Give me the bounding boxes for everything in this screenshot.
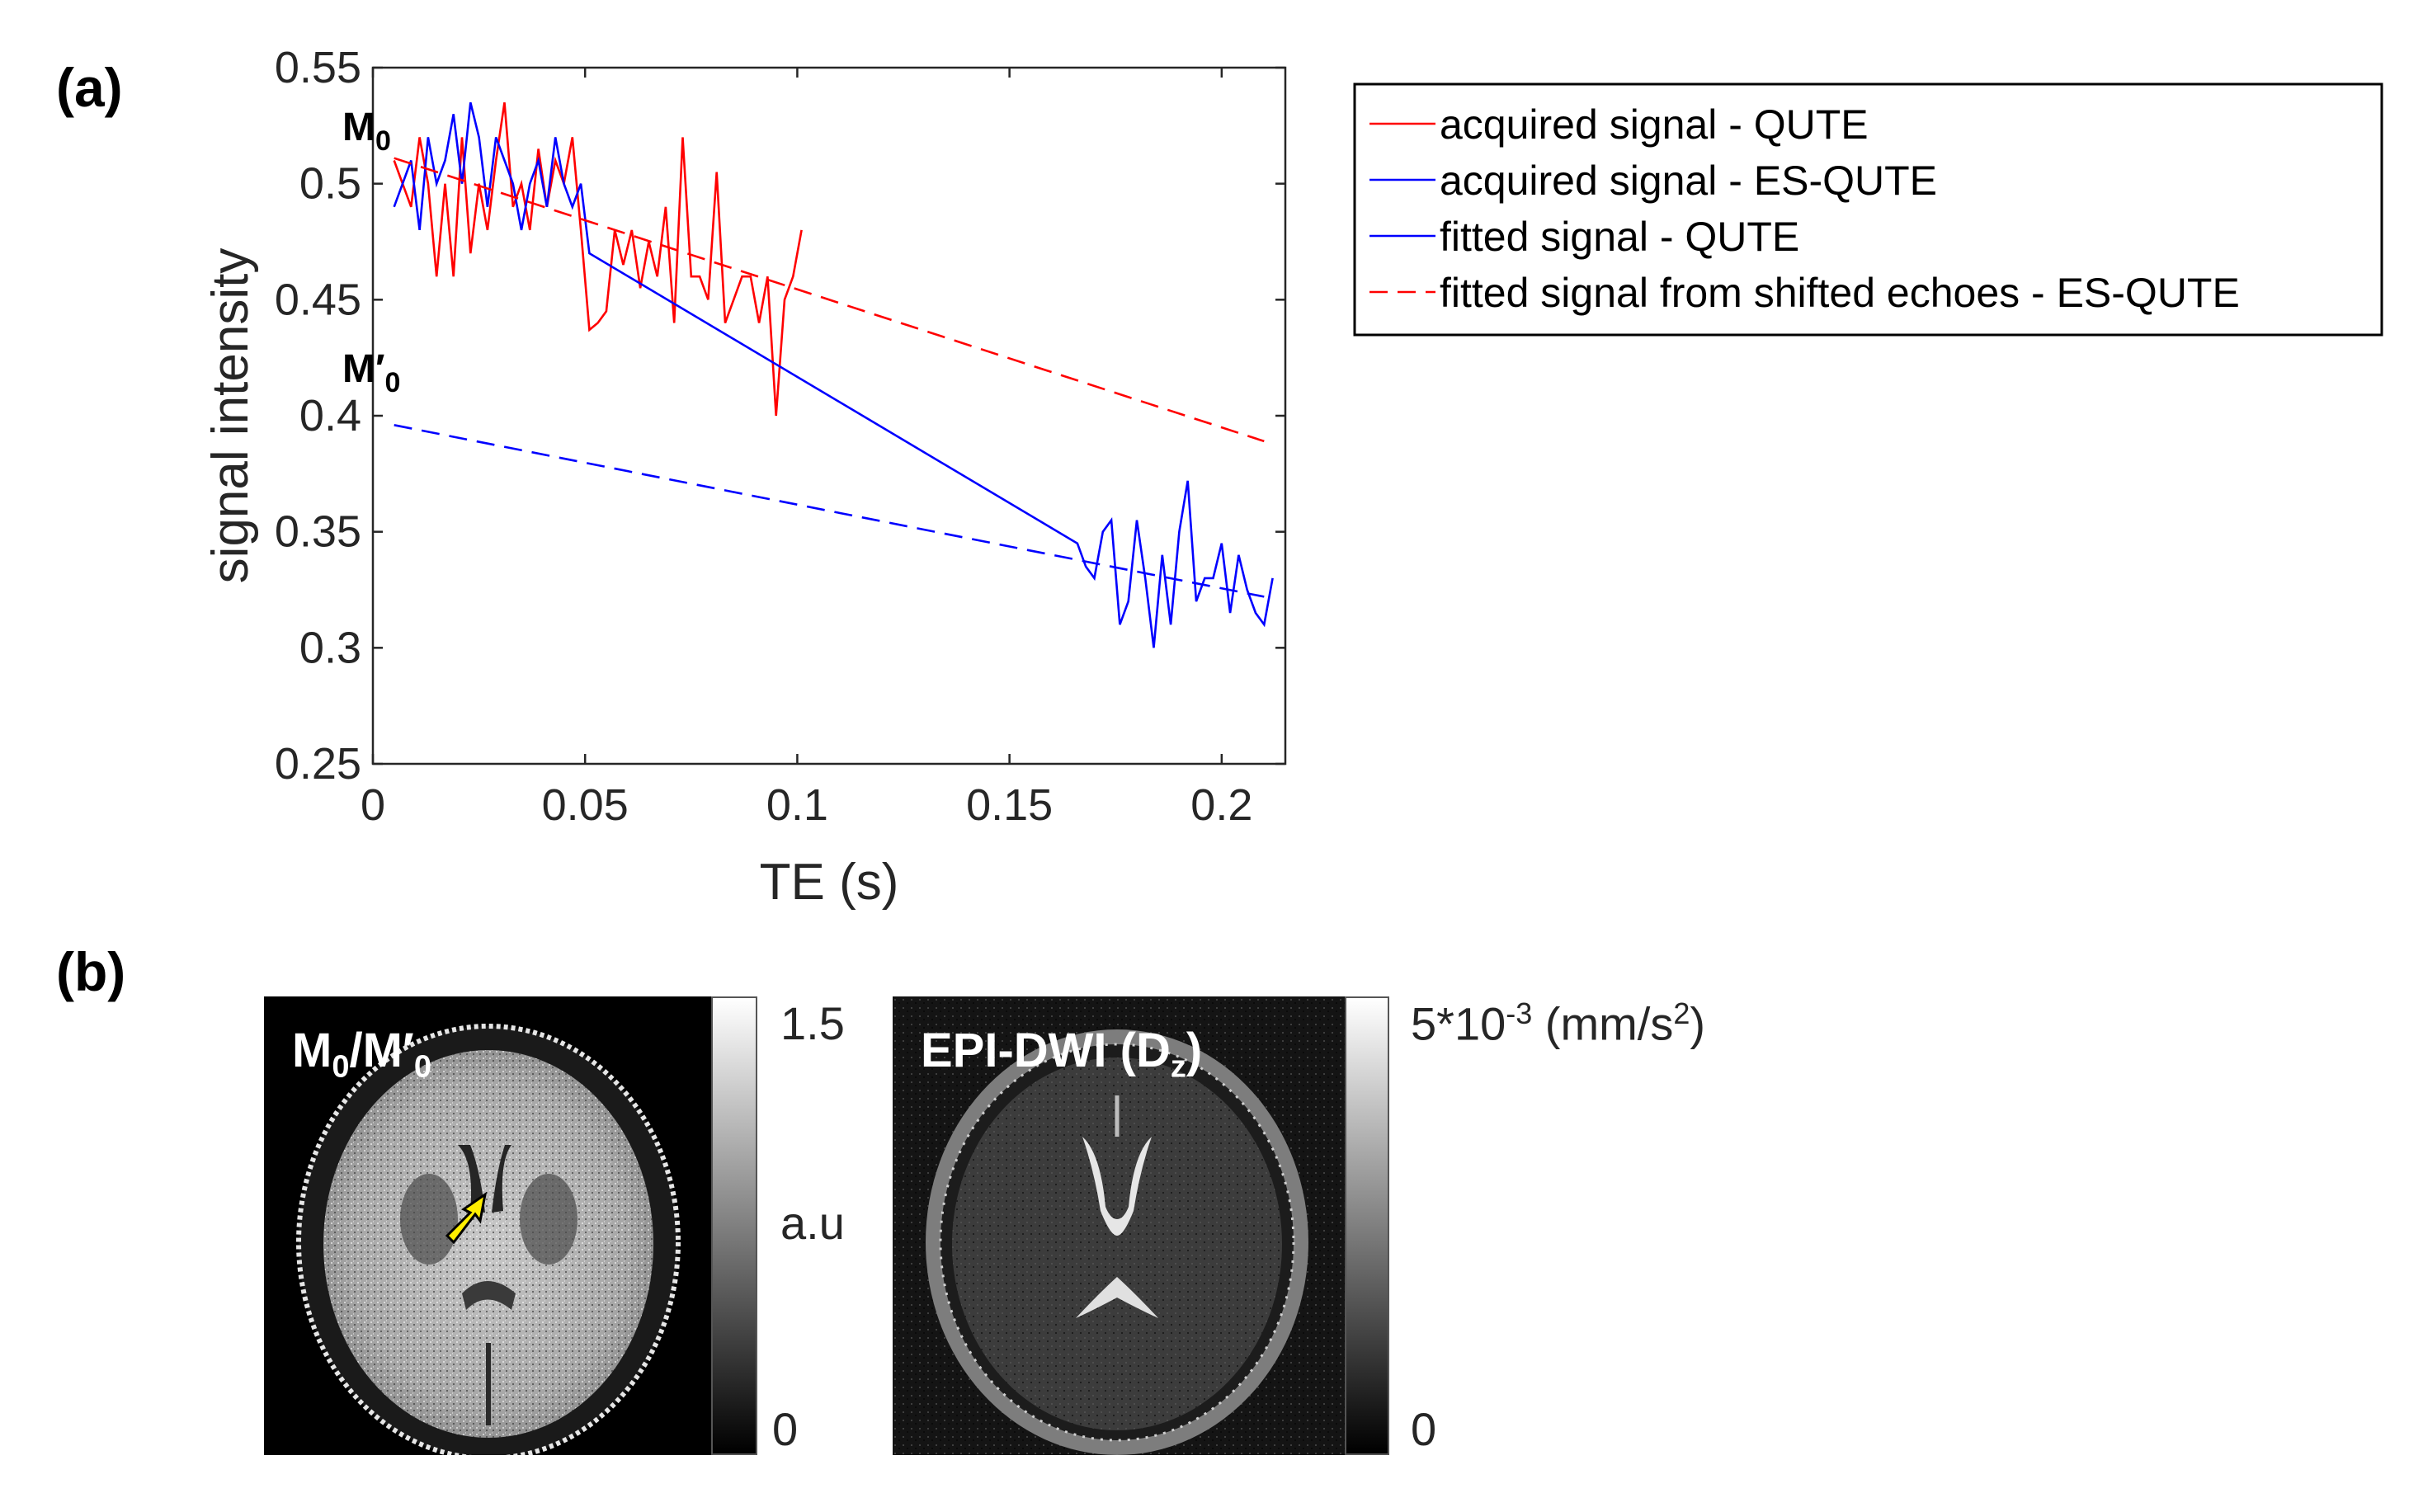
signal-chart: 0 0.05 0.1 0.15 0.2 0.25 0.3 0.35 0.4 0.45 0.5 0.5… [202,43,2383,911]
panel-b-label: (b) [56,941,126,1002]
y-tick-label: 0.55 [275,43,361,92]
legend-label-2: fitted signal - QUTE [1440,214,1799,260]
epi-dwi-map: EPI-DWI (Dz) [893,996,1345,1455]
brain-slice-left [296,1024,681,1455]
y-tick-label: 0.25 [275,739,361,789]
brain-slice-right [893,996,1345,1455]
legend-box [1353,82,2383,337]
y-axis-title: signal intensity [202,248,259,584]
y-tick-label: 0.5 [299,159,361,209]
legend: acquired signal - QUTE acquired signal - … [1353,82,2383,337]
left-colorbar-min: 0 [772,1403,799,1455]
y-tick-label: 0.3 [299,623,361,672]
yellow-arrow-icon [445,1191,488,1245]
left-colorbar [711,996,757,1455]
x-tick-label: 0.1 [766,780,828,830]
y-tick-label: 0.45 [275,275,361,324]
x-tick-label: 0.05 [542,780,629,830]
series-layer [393,101,1274,648]
y-tick-label: 0.4 [299,391,361,440]
series-line-0 [393,102,803,417]
legend-label-3: fitted signal from shifted echoes - ES-Q… [1440,270,2240,316]
left-colorbar-unit: a.u [780,1197,845,1249]
right-image-title: EPI-DWI (Dz) [921,1024,1203,1085]
annotation-m0-prime: M′0 [342,347,400,398]
legend-label-1: acquired signal - ES-QUTE [1440,158,1937,204]
plot-area [371,66,1287,765]
y-axis-ticks: 0.25 0.3 0.35 0.4 0.45 0.5 0.55 [275,43,1285,789]
x-tick-label: 0 [361,780,385,830]
y-tick-label: 0.35 [275,507,361,557]
series-line-2 [394,424,1265,598]
series-line-1 [393,101,1274,648]
annotation-m0: M0 [342,106,391,157]
left-image-title: M0/M′0 [292,1024,431,1085]
right-colorbar [1345,996,1389,1455]
left-colorbar-max: 1.5 [780,997,845,1049]
x-tick-label: 0.2 [1190,780,1252,830]
m0-ratio-map: M0/M′0 [264,996,711,1455]
series-line-3 [394,157,1265,443]
panel-a-label: (a) [56,57,123,118]
right-colorbar-max: 5*10-3 (mm/s2) [1411,996,1705,1050]
legend-label-0: acquired signal - QUTE [1440,101,1869,148]
x-axis-ticks: 0 0.05 0.1 0.15 0.2 [361,68,1252,830]
x-tick-label: 0.15 [966,780,1053,830]
right-colorbar-min: 0 [1411,1403,1437,1455]
x-axis-title: TE (s) [760,854,899,911]
